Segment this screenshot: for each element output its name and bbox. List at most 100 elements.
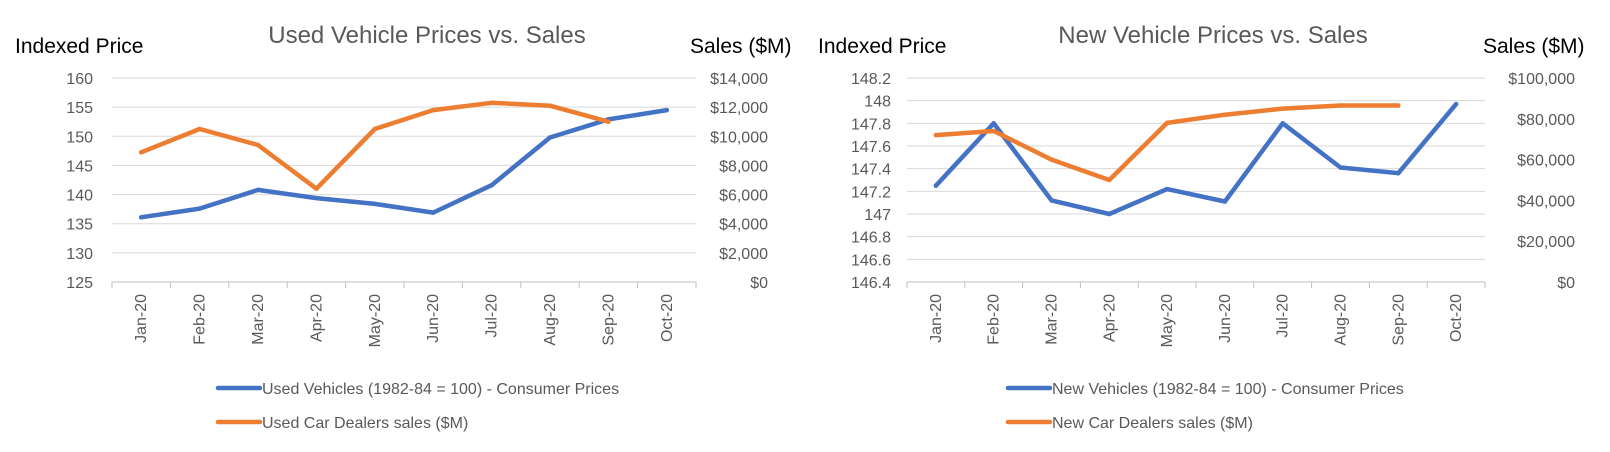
chart2-y2-tick-label: $100,000	[1508, 71, 1575, 88]
chart1-y-tick-label: 130	[66, 246, 93, 263]
chart1-series-2-point	[606, 119, 611, 124]
chart2-series-line-1	[933, 101, 1459, 217]
chart2-y-tick-label: 147.6	[851, 139, 891, 156]
chart2-series-1-point	[1049, 198, 1054, 203]
chart2-y-tick-label: 147	[864, 207, 891, 224]
chart1-x-tick-label: Jun-20	[425, 294, 442, 343]
chart2-y2-tick-label: $60,000	[1517, 153, 1575, 170]
chart1-y-tick-label: 150	[66, 129, 93, 146]
chart1-y-tick-label: 135	[66, 217, 93, 234]
chart2-y2-tick-label: $0	[1557, 275, 1575, 292]
chart1-series-1-point	[255, 187, 261, 193]
chart2-series-2-point	[1107, 177, 1112, 183]
chart1-x-tick-label: Sep-20	[600, 294, 617, 346]
chart1-series-1-point	[489, 183, 494, 188]
chart1-y-tick-label: 155	[66, 100, 93, 117]
chart2-series-2-point	[1164, 120, 1170, 126]
chart1-y2-tick-label: $10,000	[710, 129, 768, 146]
chart2-x-tick-label: Jun-20	[1217, 294, 1234, 343]
chart2-y-tick-label: 146.6	[851, 252, 891, 269]
chart1-y2-tick-label: $6,000	[719, 188, 768, 205]
chart1-series-2-point	[431, 107, 436, 113]
chart2-series-2-point	[991, 128, 996, 134]
chart2-series-1-point	[1107, 211, 1112, 217]
chart2-series-2-point	[933, 132, 939, 138]
chart1-y2-tick-label: $0	[750, 275, 768, 292]
chart2-series-2-point	[1049, 157, 1054, 162]
chart1-series-1-point	[139, 215, 144, 220]
chart2-x-tick-label: Mar-20	[1044, 294, 1061, 345]
chart1-title: Used Vehicle Prices vs. Sales	[268, 22, 585, 49]
chart1-y-tick-label: 145	[66, 158, 93, 175]
chart1-y-tick-label: 125	[66, 275, 93, 292]
chart2-series-2-point	[1222, 112, 1228, 117]
chart2-x-tick-label: Aug-20	[1333, 294, 1350, 346]
chart2-y-tick-label: 147.4	[851, 162, 891, 179]
chart1-y2-tick-label: $4,000	[719, 217, 768, 234]
chart2-series-1-point	[1164, 186, 1170, 192]
chart1-series-2-point	[139, 150, 144, 155]
chart2-x-tick-label: Apr-20	[1101, 294, 1118, 342]
chart2-y-tick-label: 147.8	[851, 116, 891, 133]
chart2-legend-label-1: New Vehicles (1982-84 = 100) - Consumer …	[1052, 381, 1404, 398]
chart1-legend-label-1: Used Vehicles (1982-84 = 100) - Consumer…	[262, 381, 619, 398]
chart1-x-tick-label: Mar-20	[250, 294, 267, 345]
chart2-y2-axis-label: Sales ($M)	[1483, 35, 1585, 58]
chart2-x-tick-label: Sep-20	[1390, 294, 1407, 346]
chart2-x-tick-label: Oct-20	[1448, 294, 1465, 342]
chart2-series-1-point	[1453, 101, 1459, 107]
chart1-series-1-point	[664, 107, 669, 113]
chart1-series-1-point	[314, 195, 319, 201]
chart1-y2-tick-label: $14,000	[710, 71, 768, 88]
chart1-x-tick-label: Jan-20	[133, 294, 150, 343]
chart2-y-tick-label: 148.2	[851, 71, 891, 88]
chart2-series-1-point	[991, 121, 996, 126]
chart2-series-2-point	[1338, 103, 1343, 108]
chart2-legend-label-2: New Car Dealers sales ($M)	[1052, 415, 1253, 432]
chart1-y-axis-label: Indexed Price	[15, 35, 143, 58]
chart1-series-2-point	[197, 126, 202, 132]
chart2-y-tick-label: 148	[864, 94, 891, 111]
chart1-x-tick-label: Feb-20	[192, 294, 209, 345]
chart2-series-1-point	[933, 183, 939, 188]
chart1-x-tick-label: Jul-20	[484, 294, 501, 338]
chart2-series-2-point	[1280, 106, 1285, 111]
chart1-x-tick-label: Apr-20	[308, 294, 325, 342]
chart1-y2-tick-label: $8,000	[719, 158, 768, 175]
chart2-y2-tick-label: $80,000	[1517, 112, 1575, 129]
chart1-y2-axis-label: Sales ($M)	[690, 35, 792, 58]
chart1-y-tick-label: 160	[66, 71, 93, 88]
chart1-series-2-point	[255, 142, 261, 148]
chart2-title: New Vehicle Prices vs. Sales	[1058, 22, 1367, 49]
chart2-x-tick-label: Jul-20	[1275, 294, 1292, 338]
chart1-series-1-point	[547, 135, 553, 140]
chart1-series-2-point	[314, 186, 319, 191]
chart1-series-1-point	[197, 206, 202, 211]
chart2-series-1-point	[1222, 199, 1228, 204]
chart1-series-2-point	[372, 126, 377, 132]
chart2-y2-tick-label: $20,000	[1517, 234, 1575, 251]
chart2-x-tick-label: Jan-20	[928, 294, 945, 343]
chart2-series-1-point	[1338, 165, 1343, 170]
chart1-x-tick-label: Aug-20	[542, 294, 559, 346]
chart1-series-2-point	[547, 103, 553, 108]
chart1-series-1-point	[431, 210, 436, 215]
chart2-y-tick-label: 146.8	[851, 230, 891, 247]
chart2-series-1-point	[1396, 171, 1401, 176]
chart1-x-tick-label: May-20	[367, 294, 384, 347]
chart1-legend-label-2: Used Car Dealers sales ($M)	[262, 415, 468, 432]
chart1-x-tick-label: Oct-20	[659, 294, 676, 342]
chart1-y-tick-label: 140	[66, 188, 93, 205]
chart1-series-line-1	[138, 107, 670, 220]
chart2-y-tick-label: 147.2	[851, 184, 891, 201]
chart2-y2-tick-label: $40,000	[1517, 193, 1575, 210]
chart2-series-1-point	[1280, 121, 1285, 126]
chart2-x-tick-label: Feb-20	[986, 294, 1003, 345]
chart2-series-2-point	[1396, 103, 1401, 108]
chart1-y2-tick-label: $12,000	[710, 100, 768, 117]
chart1-series-1-point	[372, 201, 377, 207]
chart2-y-tick-label: 146.4	[851, 275, 891, 292]
chart2-y-axis-label: Indexed Price	[818, 35, 946, 58]
chart2-x-tick-label: May-20	[1159, 294, 1176, 347]
